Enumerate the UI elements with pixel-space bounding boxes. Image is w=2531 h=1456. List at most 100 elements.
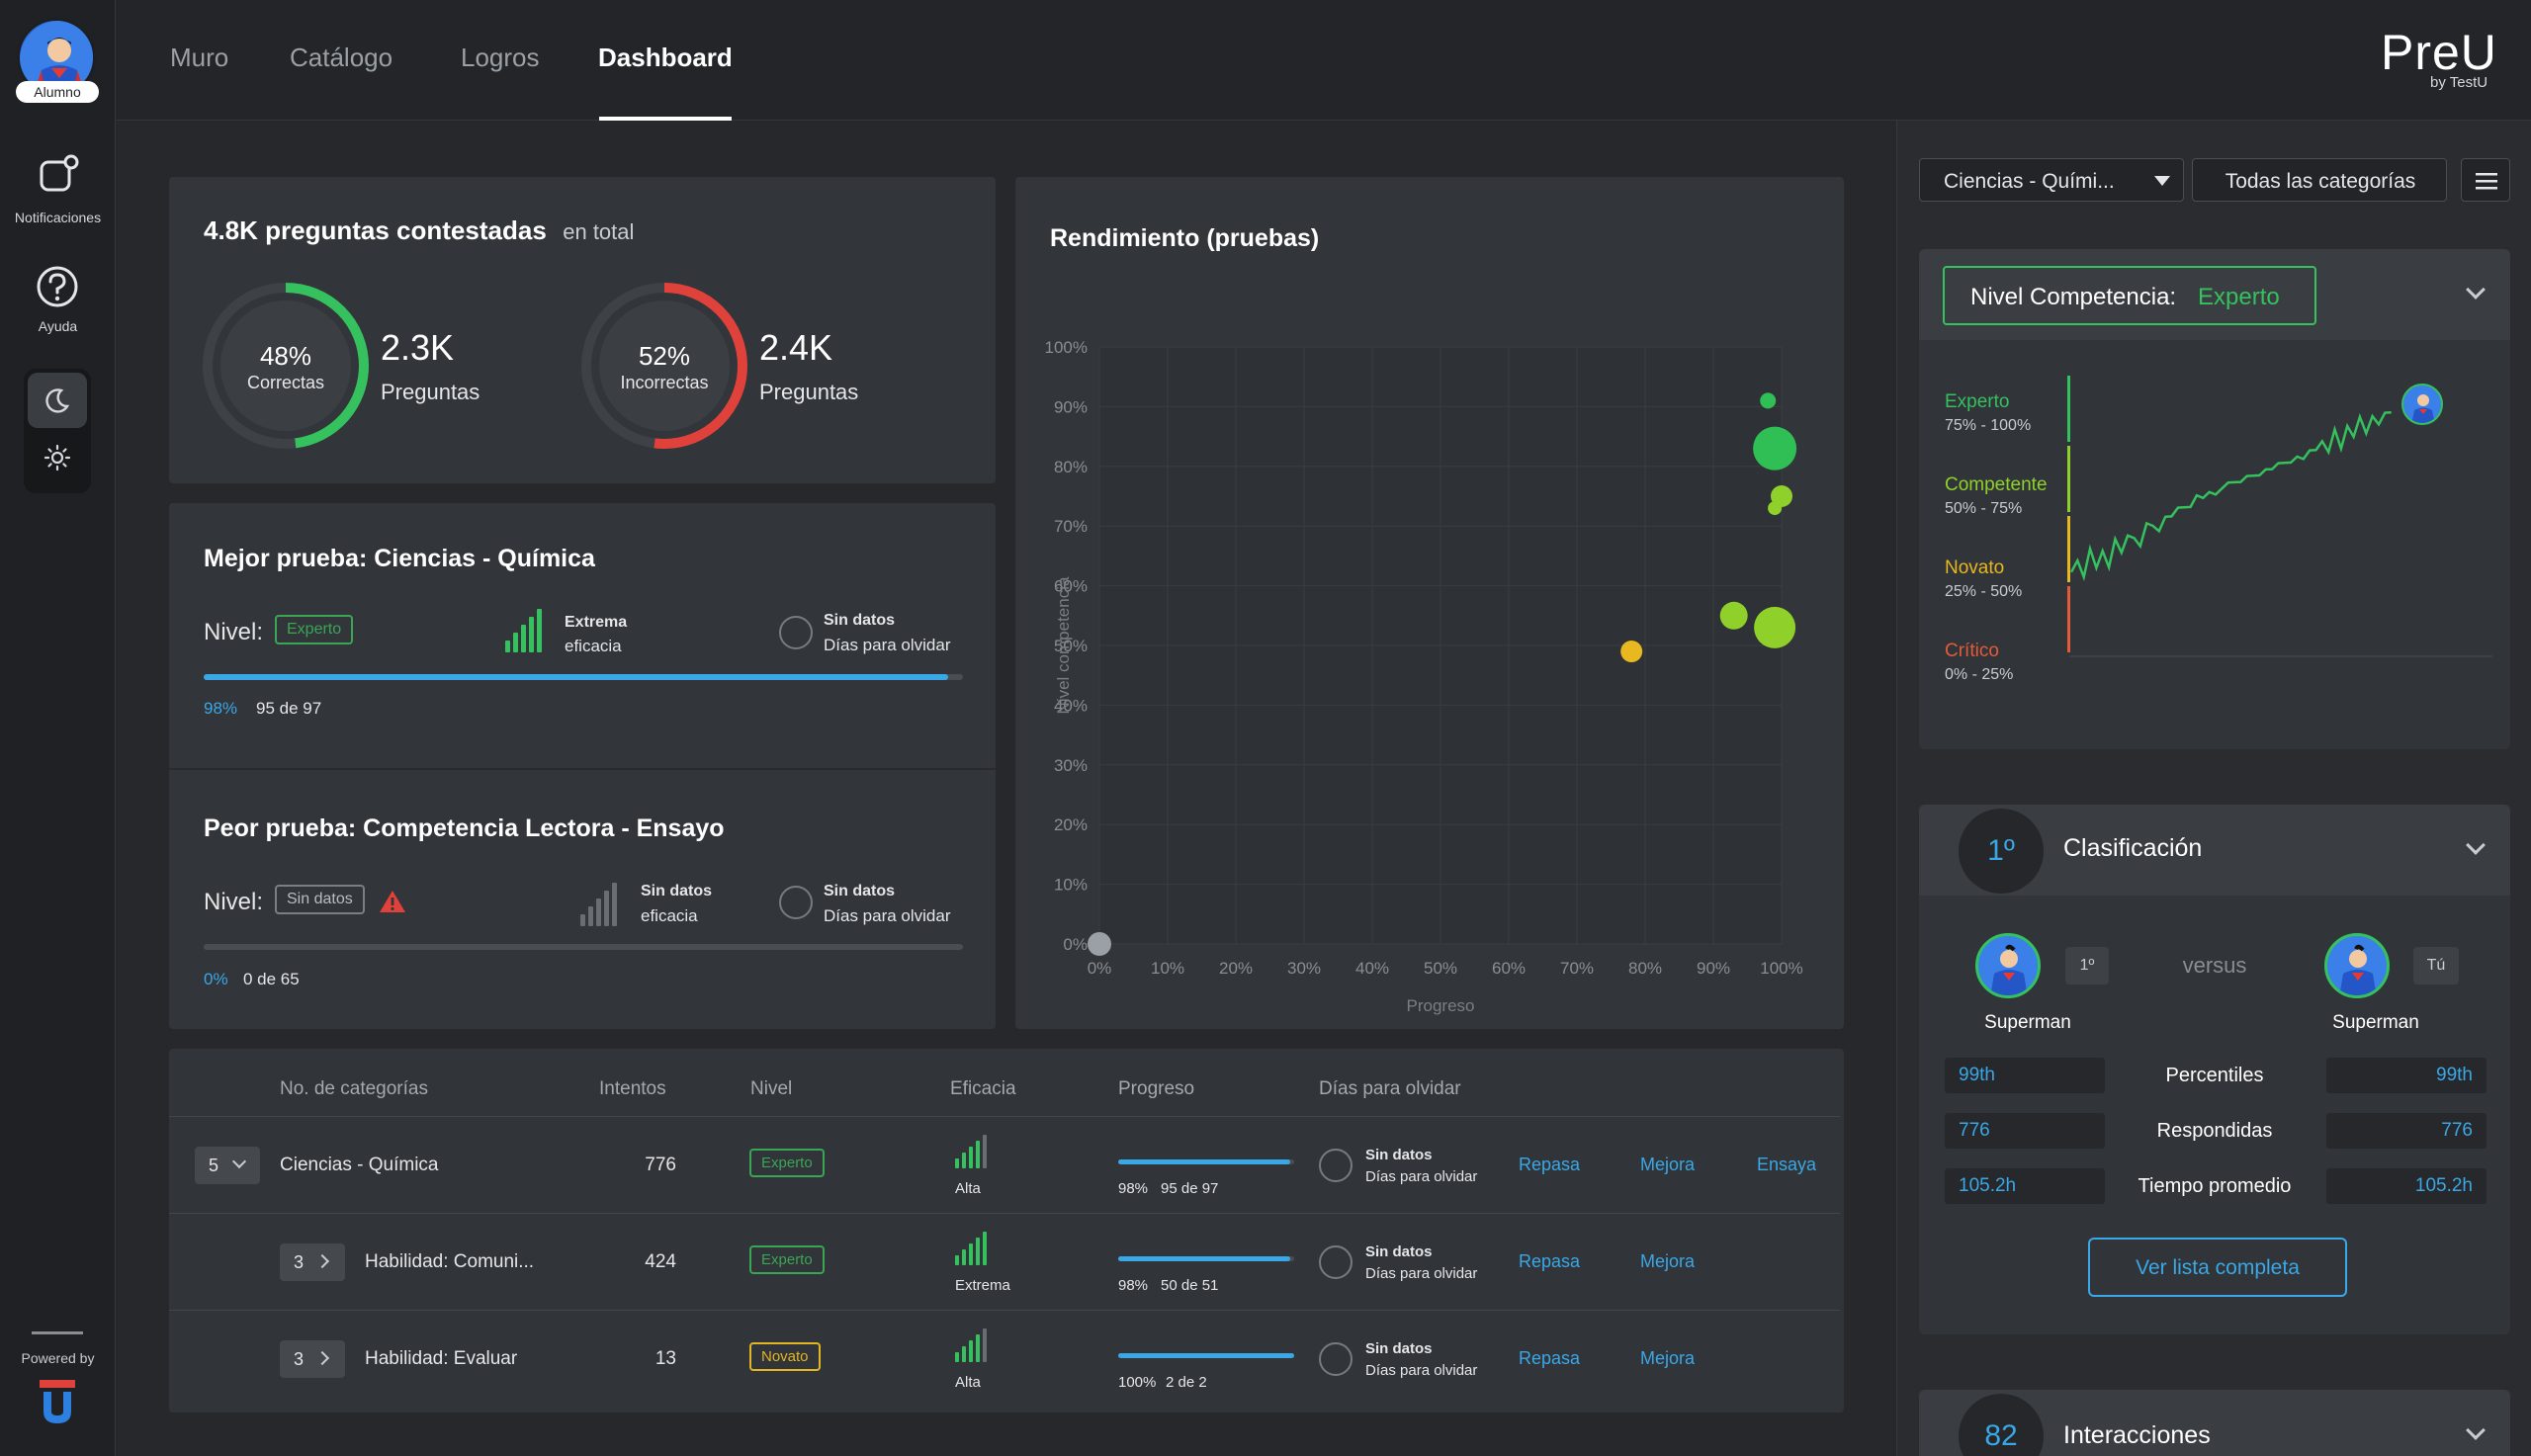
attempts-value: 13 <box>655 1348 676 1369</box>
table-row[interactable]: 5 Ciencias - Química 776 Experto Alta 98% 95 d… <box>169 1116 1840 1213</box>
category-name[interactable]: Habilidad: Evaluar <box>365 1348 518 1369</box>
scatter-point[interactable] <box>1754 606 1796 648</box>
efficacy-value: Extrema <box>955 1277 1010 1294</box>
bell-icon <box>40 154 79 192</box>
category-expander[interactable]: 3 <box>280 1340 345 1378</box>
incorrect-label: Incorrectas <box>620 373 709 392</box>
left-user-avatar[interactable] <box>1975 933 2041 998</box>
chevron-down-icon[interactable] <box>2466 1420 2486 1440</box>
correct-percent: 48% <box>259 341 312 371</box>
best-worst-card: Mejor prueba: Ciencias - Química Nivel: … <box>169 503 996 1029</box>
progress-bar <box>1118 1159 1294 1164</box>
table-row[interactable]: 3 Habilidad: Comuni... 424 Experto Extrema 98… <box>169 1213 1840 1310</box>
action-link-repasa[interactable]: Repasa <box>1519 1348 1581 1368</box>
category-expander[interactable]: 5 <box>195 1147 260 1184</box>
competence-level-name: Competente <box>1945 474 2048 495</box>
progress-fill <box>1118 1159 1291 1164</box>
dark-mode-option[interactable] <box>28 373 87 428</box>
category-name[interactable]: Ciencias - Química <box>280 1155 439 1175</box>
nav-muro[interactable]: Muro <box>170 43 229 72</box>
competence-value: Experto <box>2198 284 2280 310</box>
notifications-label: Notificaciones <box>14 210 102 225</box>
efficacy-icon <box>955 1328 990 1368</box>
header-forget[interactable]: Días para olvidar <box>1319 1078 1461 1099</box>
action-link-mejora[interactable]: Mejora <box>1640 1348 1696 1368</box>
x-tick-label: 40% <box>1355 959 1389 978</box>
ranking-header[interactable]: 1º Clasificación <box>1919 805 2510 896</box>
scatter-point[interactable] <box>1719 601 1748 630</box>
left-user-rank-badge: 1º <box>2065 947 2109 985</box>
powered-by-label: Powered by <box>21 1350 95 1366</box>
worst-nivel-label: Nivel: <box>204 889 264 915</box>
stat-label: Respondidas <box>2156 1120 2273 1142</box>
sun-icon[interactable] <box>44 444 71 471</box>
help-button[interactable]: Ayuda <box>0 265 116 336</box>
scatter-point[interactable] <box>1088 932 1111 956</box>
categories-filter-button[interactable]: Todas las categorías <box>2192 158 2447 202</box>
competence-header[interactable]: Nivel Competencia: Experto <box>1919 249 2510 340</box>
best-efficacy-icon <box>505 609 545 654</box>
competence-level-name: Crítico <box>1945 641 1999 661</box>
category-expander[interactable]: 3 <box>280 1243 345 1281</box>
header-level[interactable]: Nivel <box>750 1078 793 1099</box>
forget-top: Sin datos <box>1365 1243 1433 1260</box>
worst-progress-percent: 0% <box>204 970 228 988</box>
level-badge: Experto <box>749 1149 825 1177</box>
table-row[interactable]: 3 Habilidad: Evaluar 13 Novato Alta 100% 2 de … <box>169 1310 1840 1407</box>
header-attempts[interactable]: Intentos <box>599 1078 666 1099</box>
nav-logros[interactable]: Logros <box>461 43 540 72</box>
x-tick-label: 0% <box>1088 959 1112 978</box>
y-tick-label: 40% <box>1054 696 1088 715</box>
header-efficacy[interactable]: Eficacia <box>950 1078 1016 1099</box>
theme-toggle[interactable] <box>24 369 91 493</box>
action-link-ensaya[interactable]: Ensaya <box>1757 1155 1817 1174</box>
scatter-point[interactable] <box>1753 426 1797 471</box>
nav-dashboard[interactable]: Dashboard <box>598 43 733 72</box>
right-user-avatar[interactable] <box>2324 933 2390 998</box>
correct-unit: Preguntas <box>381 380 480 404</box>
sidebar: Alumno Notificaciones Ayuda <box>0 0 116 1456</box>
notifications-button[interactable]: Notificaciones <box>0 150 116 229</box>
chevron-down-icon[interactable] <box>2466 280 2486 300</box>
category-name[interactable]: Habilidad: Comuni... <box>365 1251 535 1272</box>
y-tick-label: 90% <box>1054 397 1088 416</box>
level-band-marker <box>2067 446 2070 512</box>
forget-top: Sin datos <box>1365 1340 1433 1357</box>
scatter-point[interactable] <box>1620 641 1643 663</box>
chevron-right-icon <box>314 1350 330 1366</box>
attempts-value: 776 <box>645 1155 676 1175</box>
level-badge: Novato <box>749 1342 821 1371</box>
best-progress-fill <box>204 674 948 680</box>
view-full-list-label: Ver lista completa <box>2136 1256 2300 1279</box>
level-band-marker <box>2067 586 2070 652</box>
competence-card: Nivel Competencia: Experto Experto 75% - … <box>1919 249 2510 749</box>
categories-table: No. de categorías Intentos Nivel Eficaci… <box>169 1049 1844 1413</box>
action-link-repasa[interactable]: Repasa <box>1519 1251 1581 1271</box>
subject-filter-dropdown[interactable]: Ciencias - Quími... <box>1919 158 2184 202</box>
top-navigation: Muro Catálogo Logros Dashboard PreU by T… <box>117 0 2531 121</box>
interactions-count-circle: 82 <box>1959 1394 2044 1456</box>
incorrect-unit: Preguntas <box>759 380 859 404</box>
category-count: 3 <box>294 1349 305 1369</box>
total-answered: 4.8K preguntas contestadas <box>204 215 547 245</box>
interactions-header[interactable]: 82 Interacciones <box>1919 1390 2510 1456</box>
stat-label: Tiempo promedio <box>2138 1175 2292 1197</box>
nav-catalogo[interactable]: Catálogo <box>290 43 393 72</box>
left-stat-value: 99th <box>1945 1058 2105 1093</box>
right-user-badge: Tú <box>2413 947 2459 985</box>
header-categories[interactable]: No. de categorías <box>280 1078 428 1099</box>
x-tick-label: 60% <box>1492 959 1526 978</box>
x-tick-label: 100% <box>1760 959 1802 978</box>
competence-level-range: 50% - 75% <box>1945 500 2023 517</box>
action-link-mejora[interactable]: Mejora <box>1640 1251 1696 1271</box>
scatter-point[interactable] <box>1760 392 1777 409</box>
chevron-down-icon[interactable] <box>2466 835 2486 855</box>
header-progress[interactable]: Progreso <box>1118 1078 1195 1099</box>
y-tick-label: 80% <box>1054 458 1088 476</box>
action-link-mejora[interactable]: Mejora <box>1640 1155 1696 1174</box>
best-level-badge: Experto <box>275 615 354 644</box>
scatter-point[interactable] <box>1768 501 1783 516</box>
menu-button[interactable] <box>2461 158 2510 202</box>
view-full-list-button[interactable]: Ver lista completa <box>2088 1238 2347 1297</box>
action-link-repasa[interactable]: Repasa <box>1519 1155 1581 1174</box>
